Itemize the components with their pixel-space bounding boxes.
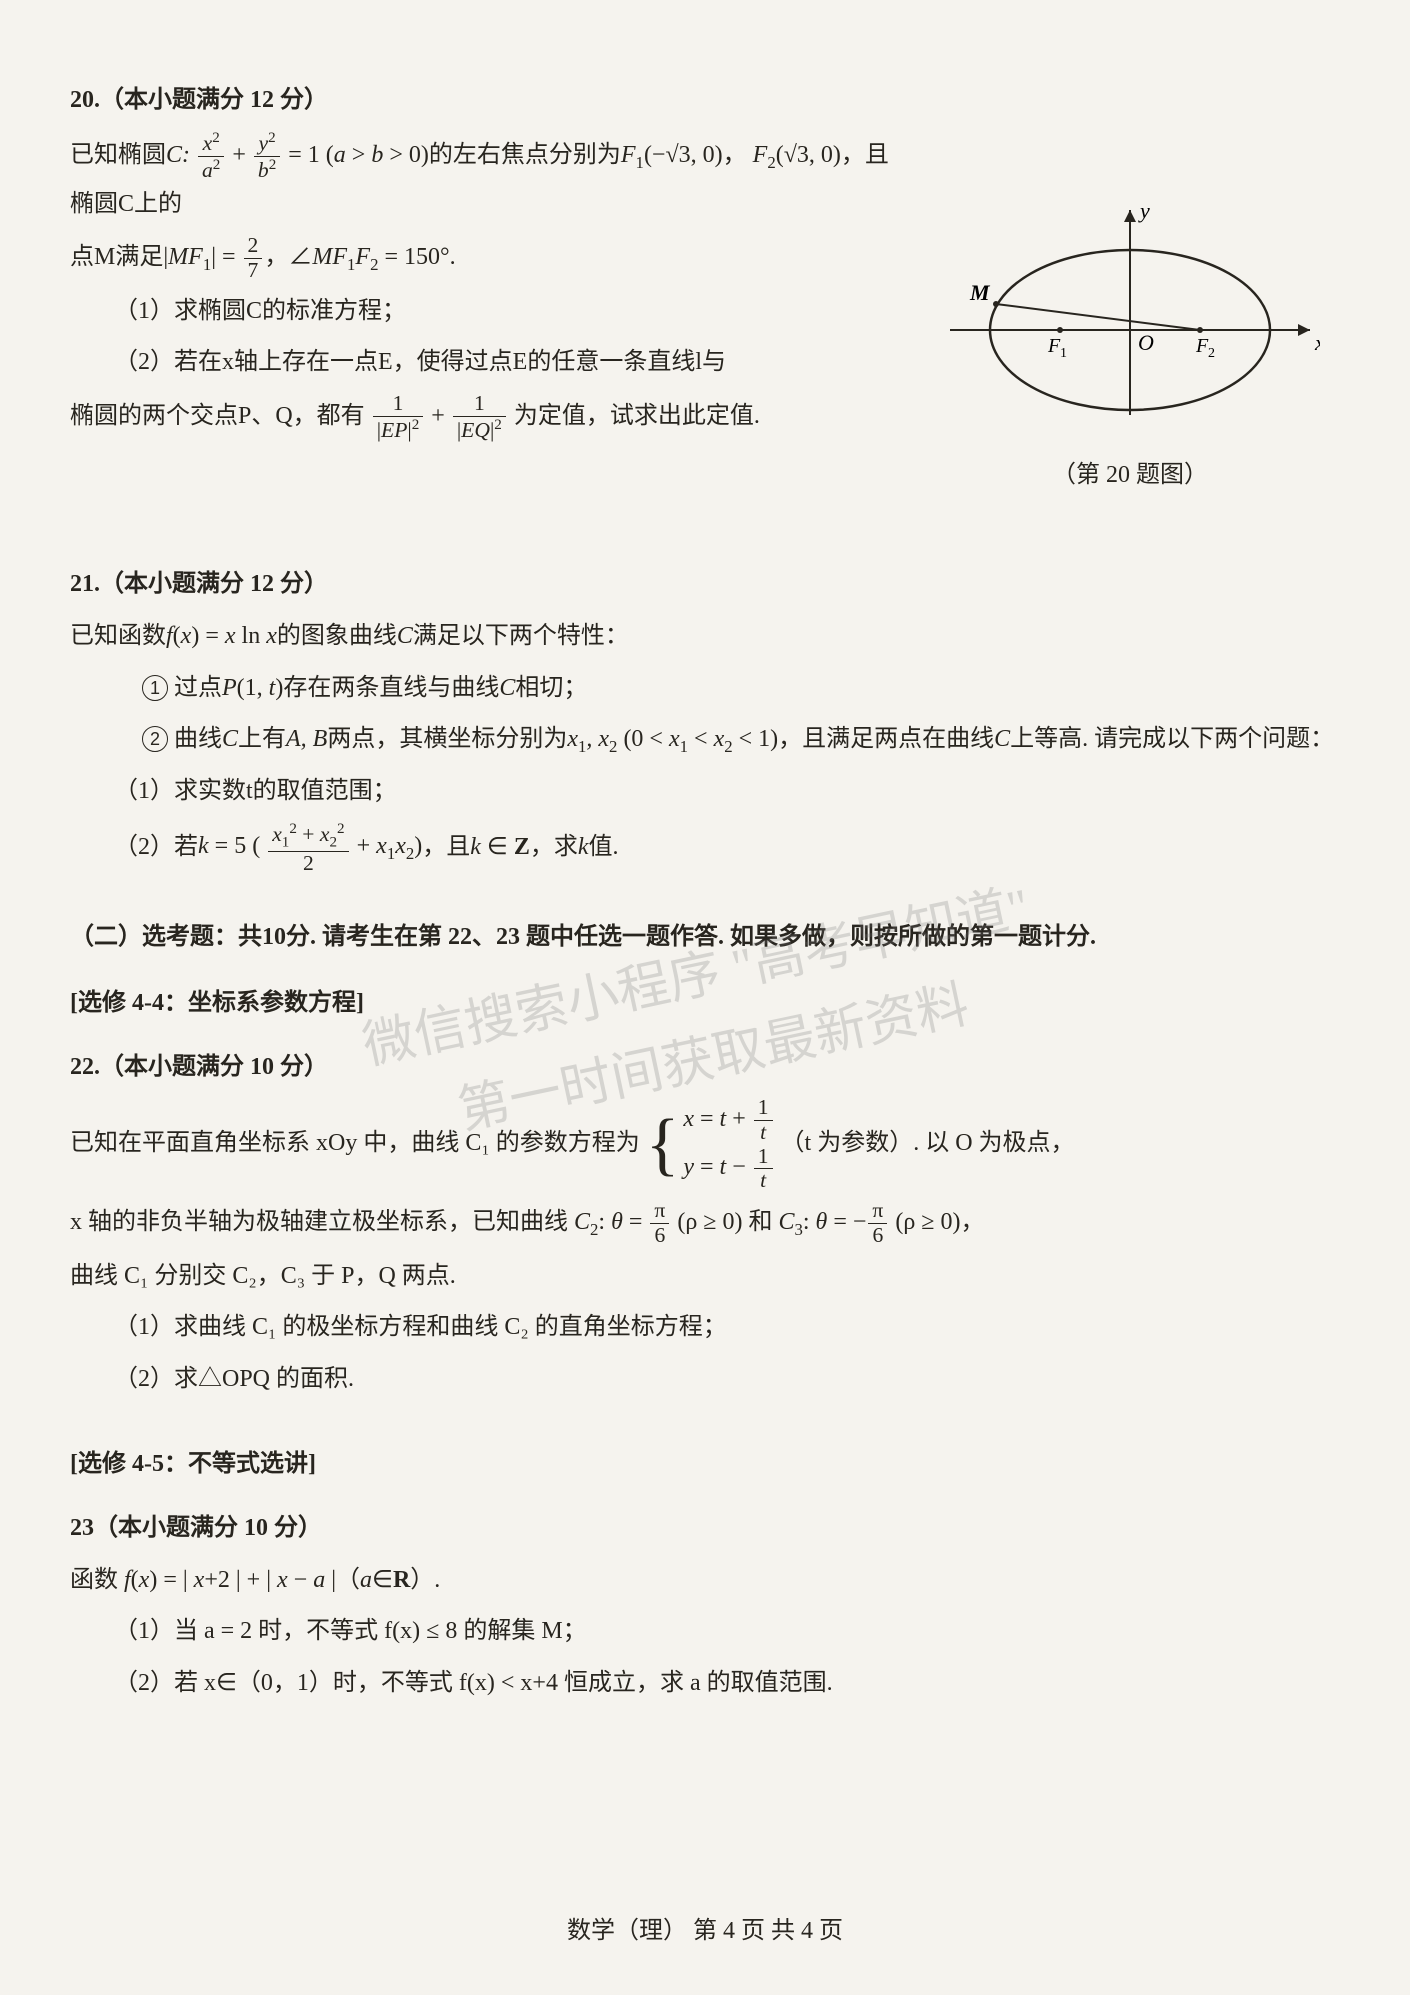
q22-sub1: （1）求曲线 C₁ 的极坐标方程和曲线 C₂ 的直角坐标方程； bbox=[70, 1305, 1340, 1351]
q22-line2-post: ， bbox=[960, 1209, 984, 1235]
q21-sub1: （1）求实数t的取值范围； bbox=[70, 769, 1340, 815]
q20-line1-pre: 已知椭圆 bbox=[70, 142, 166, 168]
q20-sub1: （1）求椭圆C的标准方程； bbox=[70, 289, 890, 335]
q23-sub1: （1）当 a = 2 时，不等式 f(x) ≤ 8 的解集 M； bbox=[70, 1609, 1340, 1655]
q20-comma1: ， bbox=[723, 142, 747, 168]
q22-line1-post: （t 为参数）. 以 O 为极点， bbox=[781, 1130, 1075, 1156]
q22-header: 22.（本小题满分 10 分） bbox=[70, 1045, 1340, 1091]
q21-header: 21.（本小题满分 12 分） bbox=[70, 562, 1340, 608]
section2-title: （二）选考题：共10分. 请考生在第 22、23 题中任选一题作答. 如果多做，… bbox=[70, 915, 1340, 961]
q21-item2: 2 曲线C上有A, B两点，其横坐标分别为x1, x2 (0 < x1 < x2… bbox=[70, 717, 1340, 763]
elective44-label: [选修 4-4：坐标系参数方程] bbox=[70, 981, 1340, 1027]
q20-sub2b-pre: 椭圆的两个交点P、Q，都有 bbox=[70, 403, 365, 429]
q20-header: 20.（本小题满分 12 分） bbox=[70, 78, 1340, 124]
svg-text:y: y bbox=[1138, 200, 1150, 223]
q20-line1-mid: 的左右焦点分别为 bbox=[429, 142, 621, 168]
q21-item1: 1 过点P(1, t)存在两条直线与曲线C相切； bbox=[70, 666, 1340, 712]
ellipse-diagram-svg: x y O M F 1 F 2 bbox=[940, 200, 1320, 430]
svg-text:F: F bbox=[1047, 335, 1061, 357]
circled-1-icon: 1 bbox=[142, 675, 168, 701]
q22-line1-pre: 已知在平面直角坐标系 xOy 中，曲线 C₁ 的参数方程为 bbox=[70, 1130, 640, 1156]
q20-figure-caption: （第 20 题图） bbox=[930, 453, 1330, 499]
q20-sub2b: 椭圆的两个交点P、Q，都有 1|EP|2 + 1|EQ|2 为定值，试求出此定值… bbox=[70, 392, 890, 443]
q22-sub2: （2）求△OPQ 的面积. bbox=[70, 1357, 1340, 1403]
svg-text:M: M bbox=[969, 280, 991, 305]
svg-text:2: 2 bbox=[1208, 346, 1215, 361]
q21-sub2: （2）若k = 5 ( x12 + x222 + x1x2)，且k ∈ Z，求k… bbox=[70, 821, 1340, 876]
q22-line2: x 轴的非负半轴为极轴建立极坐标系，已知曲线 C2: θ = π6 (ρ ≥ 0… bbox=[70, 1199, 1340, 1248]
q22-and: 和 bbox=[742, 1209, 778, 1235]
q20-sub2b-post: 为定值，试求出此定值. bbox=[514, 403, 760, 429]
circled-2-icon: 2 bbox=[142, 726, 168, 752]
svg-text:F: F bbox=[1195, 335, 1209, 357]
svg-text:x: x bbox=[1314, 330, 1320, 355]
q22-line2-pre: x 轴的非负半轴为极轴建立极坐标系，已知曲线 bbox=[70, 1209, 574, 1235]
q20-line2: 点M满足|MF1| = 27，∠MF1F2 = 150°. bbox=[70, 234, 890, 283]
q20-line2-pre: 点M满足 bbox=[70, 244, 163, 270]
q21-line1: 已知函数f(x) = x ln x的图象曲线C满足以下两个特性： bbox=[70, 614, 1340, 660]
page-footer: 数学（理） 第 4 页 共 4 页 bbox=[0, 1909, 1410, 1955]
q23-sub2: （2）若 x∈（0，1）时，不等式 f(x) < x+4 恒成立，求 a 的取值… bbox=[70, 1661, 1340, 1707]
q20-figure: x y O M F 1 F 2 （第 20 题图） bbox=[930, 200, 1330, 498]
q23-header: 23（本小题满分 10 分） bbox=[70, 1506, 1340, 1552]
q20-sub2a: （2）若在x轴上存在一点E，使得过点E的任意一条直线l与 bbox=[70, 340, 890, 386]
svg-text:1: 1 bbox=[1060, 346, 1067, 361]
q22-line3: 曲线 C₁ 分别交 C₂，C₃ 于 P，Q 两点. bbox=[70, 1254, 1340, 1300]
svg-text:O: O bbox=[1138, 330, 1154, 355]
elective45-label: [选修 4-5：不等式选讲] bbox=[70, 1442, 1340, 1488]
q23-line1: 函数 f(x) = | x+2 | + | x − a |（a∈R）. bbox=[70, 1558, 1340, 1604]
q22-line1: 已知在平面直角坐标系 xOy 中，曲线 C₁ 的参数方程为 { x = t + … bbox=[70, 1096, 1340, 1193]
q20-line1: 已知椭圆C: x2a2 + y2b2 = 1 (a > b > 0)的左右焦点分… bbox=[70, 130, 890, 228]
